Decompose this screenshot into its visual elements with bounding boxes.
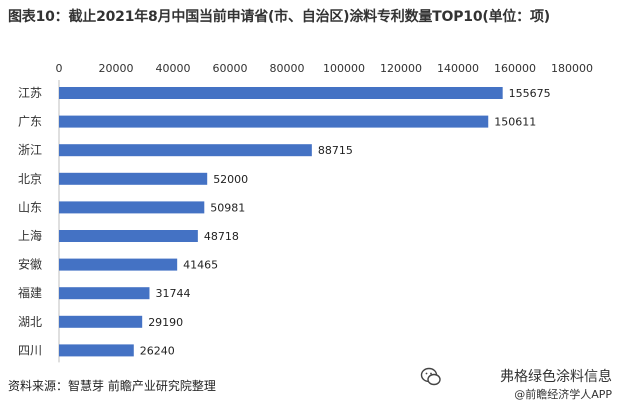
source-note: 资料来源：智慧芽 前瞻产业研究院整理 [8,379,216,393]
bar [59,201,205,214]
brand-watermark: 弗格绿色涂料信息 @前瞻经济学人APP [500,366,612,402]
category-label: 四川 [18,343,42,357]
chart-title: 图表10：截止2021年8月中国当前申请省(市、自治区)涂料专利数量TOP10(… [8,9,550,25]
bar [59,315,143,328]
data-label: 52000 [213,173,248,186]
category-label: 安徽 [18,257,42,272]
category-label: 广东 [18,115,42,129]
x-tick-label: 40000 [156,62,191,75]
brand-main-text: 弗格绿色涂料信息 [500,369,612,385]
data-label: 150611 [494,116,536,129]
x-tick-label: 0 [56,62,63,75]
x-tick-label: 100000 [323,62,365,75]
x-tick-label: 140000 [437,62,479,75]
data-label: 26240 [140,344,175,357]
data-label: 41465 [183,259,218,272]
bar [59,344,134,357]
bar [59,172,208,185]
wechat-icon [420,367,441,386]
category-label: 北京 [18,172,42,186]
brand-sub-text: @前瞻经济学人APP [514,388,612,401]
bar [59,287,150,300]
category-label: 浙江 [18,143,42,157]
category-label: 上海 [18,228,42,243]
category-label: 湖北 [18,314,42,329]
x-tick-label: 120000 [380,62,422,75]
bar [59,115,489,128]
x-tick-label: 60000 [213,62,248,75]
bar [59,144,312,157]
bar [59,87,503,99]
data-label: 48718 [204,230,239,243]
category-label: 福建 [18,285,42,300]
data-label: 155675 [509,87,551,100]
x-tick-label: 180000 [551,62,593,75]
data-label: 88715 [318,144,353,157]
bar [59,258,178,271]
x-tick-label: 80000 [270,62,305,75]
bar [59,230,198,242]
category-label: 山东 [18,200,42,214]
data-label: 31744 [155,287,190,300]
data-label: 29190 [148,316,183,329]
data-label: 50981 [210,201,245,214]
x-tick-label: 160000 [494,62,536,75]
category-label: 江苏 [18,86,42,100]
x-tick-label: 20000 [99,62,134,75]
